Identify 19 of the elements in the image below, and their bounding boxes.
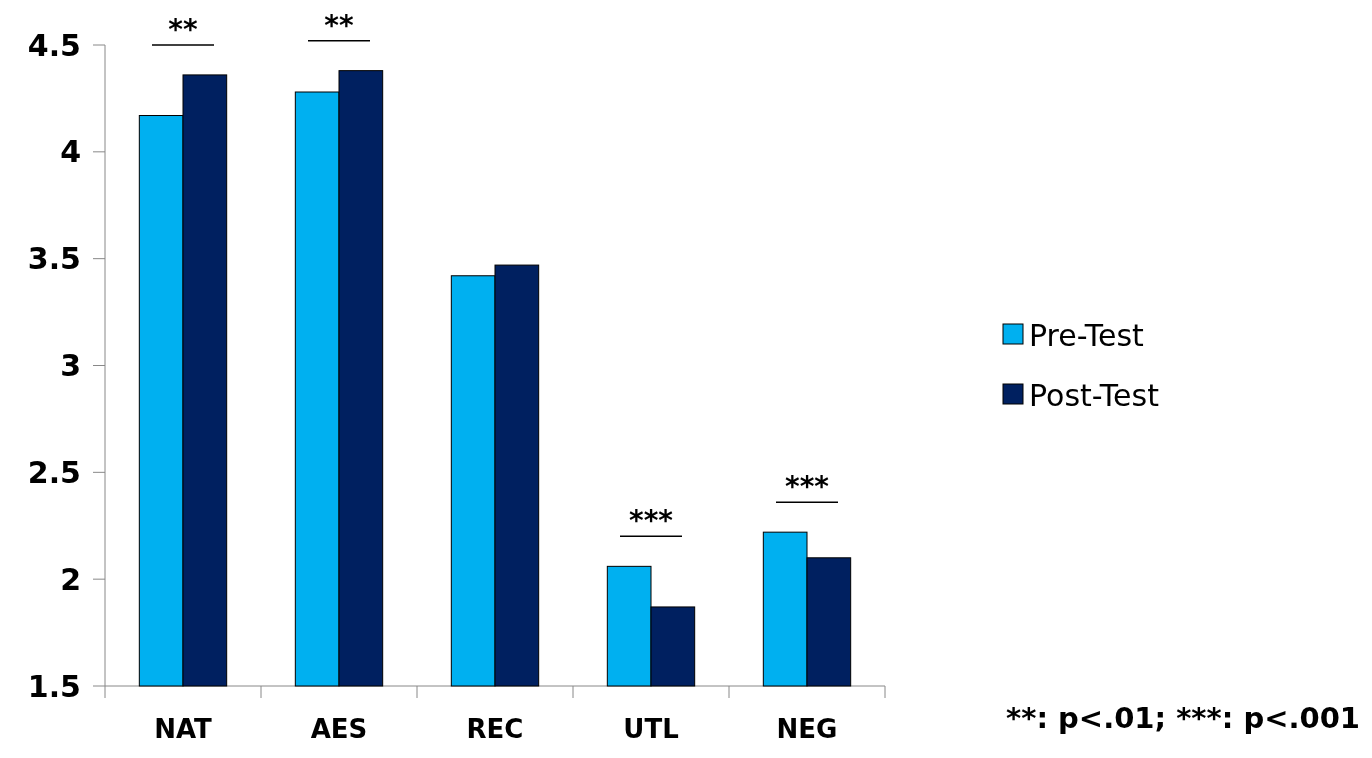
legend-label: Pre-Test [1029,317,1145,353]
y-tick-label: 3 [60,348,81,383]
y-tick-label: 2 [60,561,81,597]
text: **: p<.01; ***: p<.001 [1006,701,1360,735]
x-tick-label: NAT [154,714,213,744]
y-tick-label: 3.5 [27,241,81,277]
text: ** [324,8,354,42]
annotation: ** [168,12,198,46]
y-tick-label: 4.5 [27,27,81,63]
x-tick-label: REC [466,714,524,744]
annotation: *** [629,504,674,538]
x-tick-label: AES [310,714,368,744]
x-tick-label: UTL [623,714,679,744]
y-tick-label: 2.5 [27,454,81,490]
annotation: *** [785,470,830,504]
x-tick-label: NEG [776,714,838,744]
y-tick-label: 1.5 [27,668,81,704]
legend-label: Post-Test [1029,377,1160,413]
y-tick-label: 4 [60,134,81,170]
